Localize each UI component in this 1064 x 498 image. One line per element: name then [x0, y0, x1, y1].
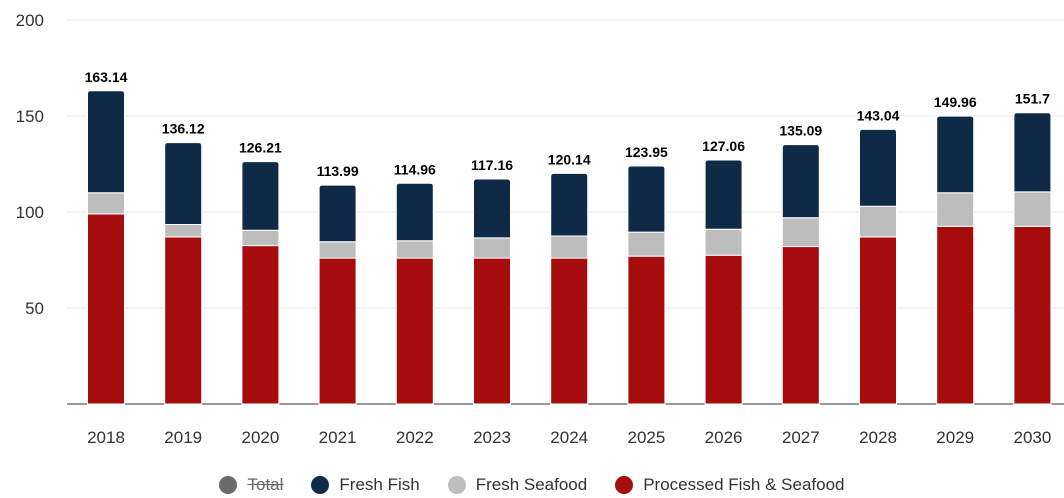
- bar-fresh-fish-2022[interactable]: [395, 182, 434, 242]
- x-tick-label-2026: 2026: [705, 428, 743, 447]
- y-tick-label: 50: [25, 299, 44, 318]
- total-label-2018: 163.14: [85, 69, 128, 85]
- bar-fresh-seafood-2020[interactable]: [241, 229, 280, 247]
- x-tick-label-2028: 2028: [859, 428, 897, 447]
- x-tick-label-2029: 2029: [936, 428, 974, 447]
- legend-item-processed-fish-seafood[interactable]: Processed Fish & Seafood: [615, 475, 845, 495]
- legend-processed-fish-seafood-marker: [615, 476, 634, 494]
- bar-processed-fish-seafood-2024[interactable]: [550, 257, 589, 405]
- y-axis-ticks: 50 100 150 200: [16, 11, 44, 318]
- bar-fresh-seafood-2018[interactable]: [87, 192, 125, 215]
- legend-fresh-fish-marker: [311, 476, 330, 494]
- bar-processed-fish-seafood-2021[interactable]: [318, 257, 357, 405]
- total-label-2028: 143.04: [857, 107, 900, 123]
- bar-fresh-seafood-2025[interactable]: [627, 231, 666, 257]
- total-label-2022: 114.96: [394, 161, 436, 177]
- total-label-2020: 126.21: [239, 140, 282, 156]
- bar-fresh-fish-2020[interactable]: [241, 161, 280, 231]
- legend-item-total[interactable]: Total: [219, 475, 283, 495]
- x-tick-label-2023: 2023: [473, 428, 511, 447]
- bar-fresh-fish-2019[interactable]: [164, 142, 203, 225]
- total-label-2027: 135.09: [779, 123, 822, 139]
- bar-fresh-seafood-2023[interactable]: [473, 237, 511, 259]
- bars: [87, 90, 1052, 405]
- legend-item-fresh-fish[interactable]: Fresh Fish: [311, 475, 420, 495]
- total-label-2023: 117.16: [471, 157, 513, 173]
- x-tick-label-2024: 2024: [550, 428, 588, 447]
- bar-processed-fish-seafood-2028[interactable]: [859, 236, 897, 405]
- bar-fresh-seafood-2024[interactable]: [550, 235, 589, 259]
- legend-processed-fish-seafood-label: Processed Fish & Seafood: [643, 475, 845, 494]
- bar-fresh-fish-2028[interactable]: [859, 128, 897, 207]
- bar-fresh-seafood-2019[interactable]: [164, 223, 203, 238]
- bar-fresh-fish-2023[interactable]: [473, 178, 511, 239]
- x-axis-ticks: 2018 2019 2020 2021 2022 2023 2024 2025 2026 2027…: [87, 428, 1051, 447]
- bar-fresh-fish-2026[interactable]: [704, 159, 743, 230]
- bar-processed-fish-seafood-2025[interactable]: [627, 255, 666, 405]
- bar-processed-fish-seafood-2019[interactable]: [164, 236, 203, 405]
- legend-fresh-seafood-marker: [447, 476, 466, 494]
- bar-fresh-seafood-2022[interactable]: [395, 240, 434, 259]
- total-label-2019: 136.12: [162, 121, 205, 137]
- total-label-2021: 113.99: [317, 163, 359, 179]
- x-tick-label-2022: 2022: [396, 428, 434, 447]
- bar-processed-fish-seafood-2022[interactable]: [395, 257, 434, 405]
- bar-fresh-seafood-2030[interactable]: [1013, 191, 1052, 227]
- legend-total-marker: [219, 476, 238, 494]
- total-label-2025: 123.95: [625, 144, 668, 160]
- bar-fresh-fish-2025[interactable]: [627, 165, 666, 233]
- bar-processed-fish-seafood-2026[interactable]: [704, 254, 743, 405]
- x-tick-label-2019: 2019: [164, 428, 202, 447]
- total-label-2029: 149.96: [934, 94, 977, 110]
- bar-processed-fish-seafood-2018[interactable]: [87, 213, 125, 405]
- bar-fresh-fish-2018[interactable]: [87, 90, 125, 194]
- bar-fresh-fish-2027[interactable]: [781, 144, 820, 219]
- bar-processed-fish-seafood-2030[interactable]: [1013, 225, 1052, 405]
- total-label-2024: 120.14: [548, 151, 591, 167]
- y-tick-label: 100: [16, 203, 44, 222]
- bar-fresh-seafood-2028[interactable]: [859, 205, 897, 238]
- bar-processed-fish-seafood-2020[interactable]: [241, 245, 280, 405]
- x-tick-label-2018: 2018: [87, 428, 125, 447]
- bar-processed-fish-seafood-2029[interactable]: [936, 225, 975, 405]
- bar-fresh-seafood-2021[interactable]: [318, 241, 357, 259]
- legend-fresh-seafood-label: Fresh Seafood: [475, 475, 588, 494]
- legend-total-label: Total: [247, 475, 284, 494]
- x-tick-label-2027: 2027: [782, 428, 820, 447]
- bar-fresh-seafood-2029[interactable]: [936, 192, 975, 227]
- total-labels: 163.14 136.12 126.21 113.99 114.96 117.16 120.…: [85, 69, 1051, 179]
- bar-fresh-fish-2021[interactable]: [318, 184, 357, 243]
- bar-processed-fish-seafood-2027[interactable]: [781, 246, 820, 405]
- bar-fresh-fish-2030[interactable]: [1013, 112, 1052, 193]
- total-label-2026: 127.06: [702, 138, 745, 154]
- bar-fresh-fish-2024[interactable]: [550, 172, 589, 237]
- y-tick-label: 200: [16, 11, 44, 30]
- total-label-2030: 151.7: [1015, 91, 1050, 107]
- bar-processed-fish-seafood-2023[interactable]: [473, 257, 511, 405]
- x-tick-label-2025: 2025: [627, 428, 665, 447]
- x-tick-label-2030: 2030: [1013, 428, 1051, 447]
- legend-item-fresh-seafood[interactable]: Fresh Seafood: [447, 475, 588, 495]
- x-tick-label-2020: 2020: [241, 428, 279, 447]
- bar-fresh-seafood-2027[interactable]: [781, 217, 820, 248]
- bar-fresh-fish-2029[interactable]: [936, 115, 975, 194]
- bar-fresh-seafood-2026[interactable]: [704, 228, 743, 256]
- x-tick-label-2021: 2021: [319, 428, 357, 447]
- y-tick-label: 150: [16, 107, 44, 126]
- legend: Total Fresh Fish Fresh Seafood Processed…: [0, 472, 1064, 498]
- legend-fresh-fish-label: Fresh Fish: [339, 475, 420, 494]
